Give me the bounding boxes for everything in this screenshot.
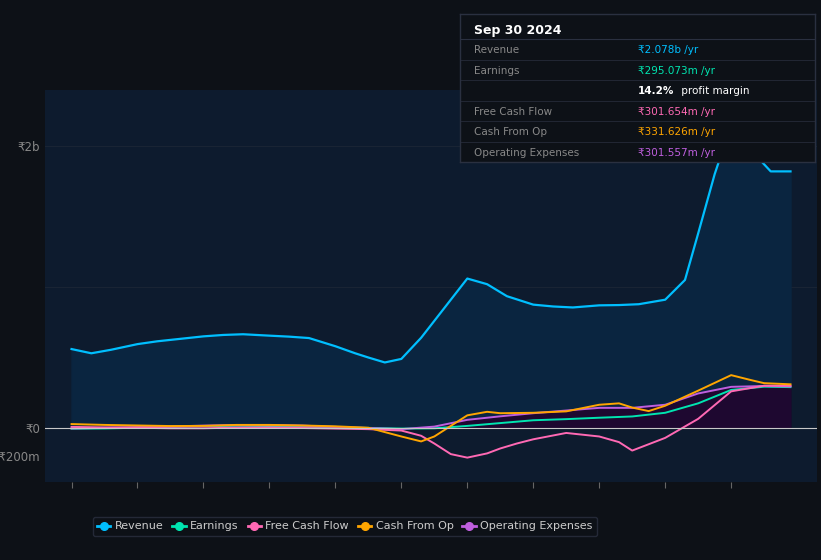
Text: Sep 30 2024: Sep 30 2024: [475, 25, 562, 38]
Text: Operating Expenses: Operating Expenses: [475, 148, 580, 158]
Text: Cash From Op: Cash From Op: [475, 127, 548, 137]
Legend: Revenue, Earnings, Free Cash Flow, Cash From Op, Operating Expenses: Revenue, Earnings, Free Cash Flow, Cash …: [93, 517, 597, 536]
Text: 14.2%: 14.2%: [637, 86, 674, 96]
Text: ₹2.078b /yr: ₹2.078b /yr: [637, 45, 698, 55]
Text: ₹331.626m /yr: ₹331.626m /yr: [637, 127, 714, 137]
Text: Earnings: Earnings: [475, 66, 520, 76]
Text: ₹295.073m /yr: ₹295.073m /yr: [637, 66, 714, 76]
Text: profit margin: profit margin: [678, 86, 750, 96]
Text: ₹301.654m /yr: ₹301.654m /yr: [637, 107, 714, 117]
Text: Revenue: Revenue: [475, 45, 520, 55]
Text: Free Cash Flow: Free Cash Flow: [475, 107, 553, 117]
Text: ₹301.557m /yr: ₹301.557m /yr: [637, 148, 714, 158]
